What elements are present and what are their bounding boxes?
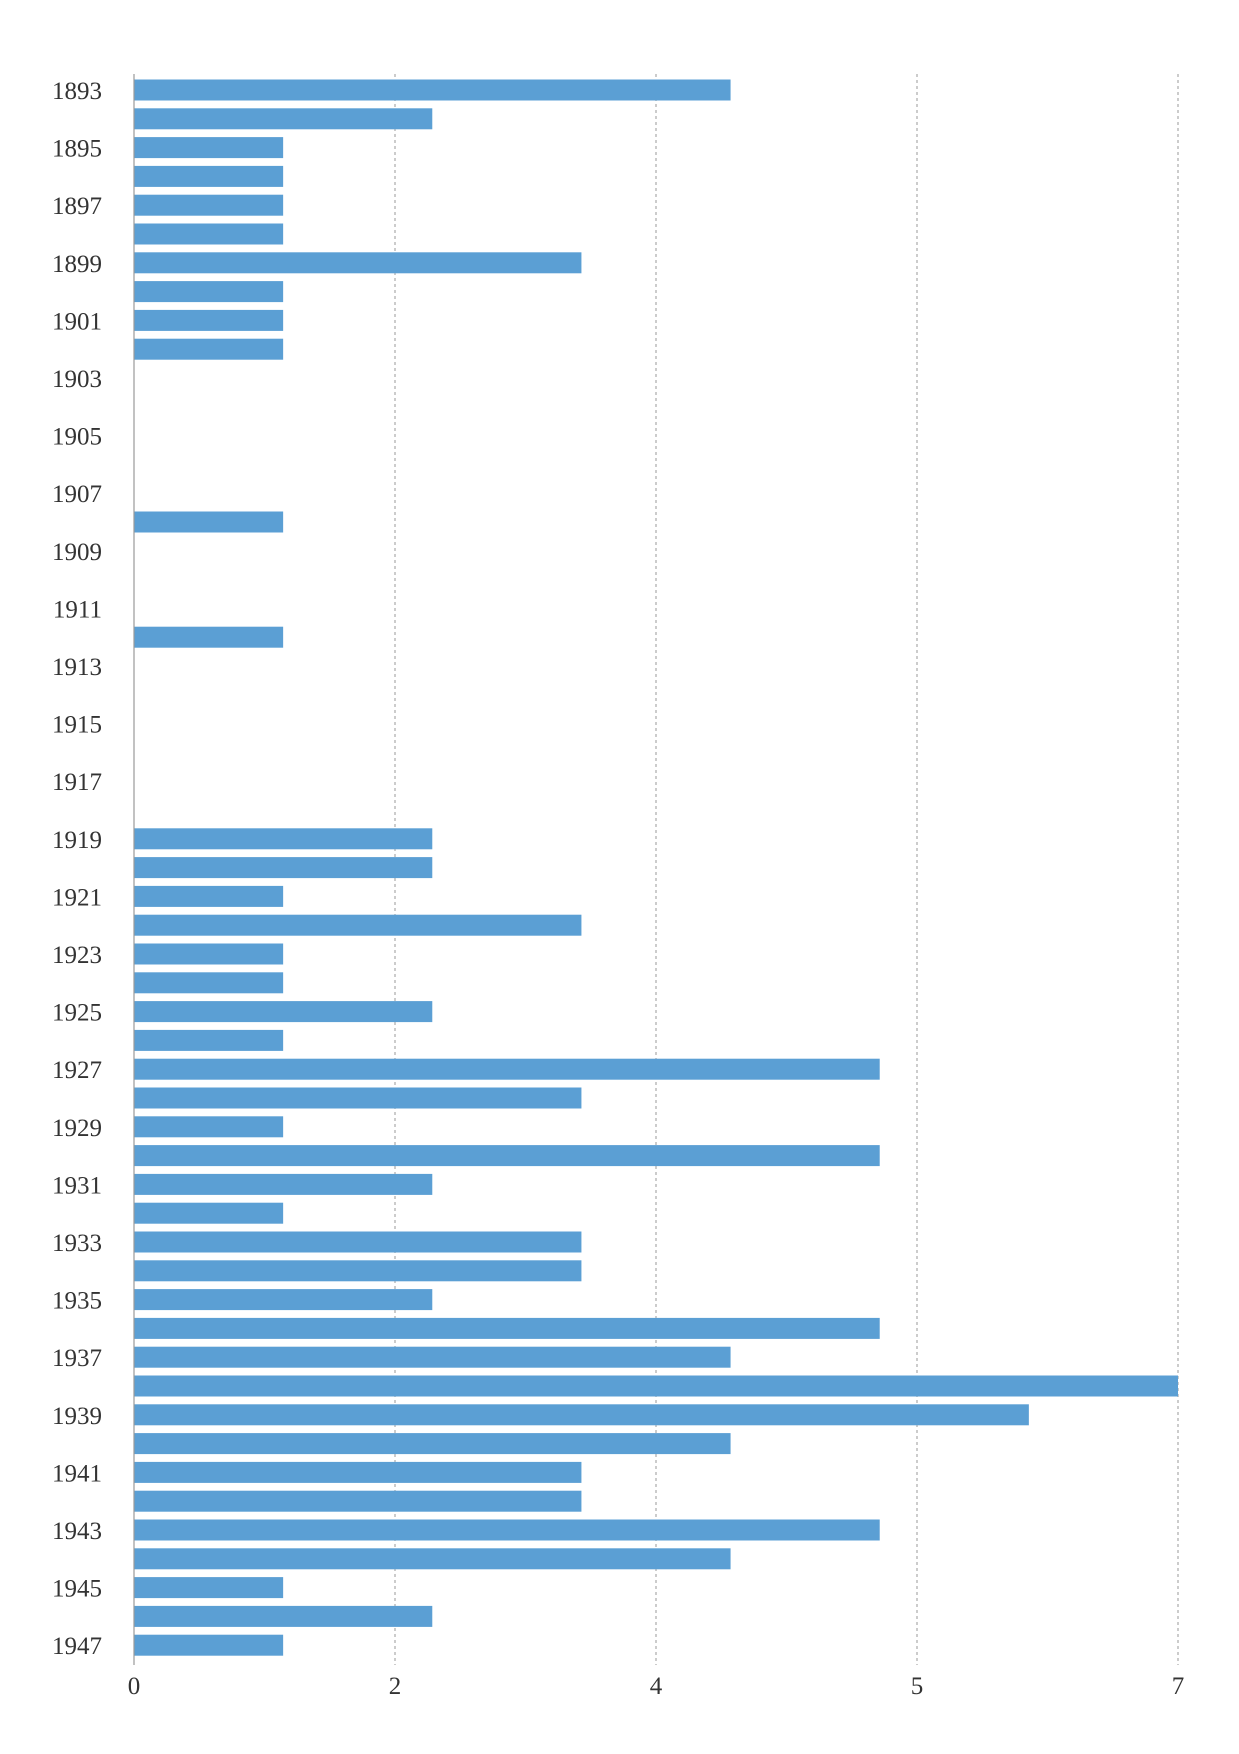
bar-1927: [134, 1058, 880, 1080]
bar-1928: [134, 1087, 582, 1109]
y-tick-label: 1907: [52, 481, 102, 508]
bar-1935: [134, 1289, 433, 1311]
y-tick-label: 1933: [52, 1230, 102, 1257]
bar-1947: [134, 1634, 284, 1656]
bars: [134, 79, 1178, 1656]
bar-1902: [134, 338, 284, 360]
bar-1895: [134, 137, 284, 159]
y-tick-label: 1893: [52, 78, 102, 105]
y-tick-label: 1909: [52, 539, 102, 566]
y-tick-label: 1937: [52, 1345, 102, 1372]
bar-1930: [134, 1145, 880, 1167]
y-tick-label: 1917: [52, 769, 102, 796]
bar-1912: [134, 626, 284, 648]
y-tick-label: 1913: [52, 654, 102, 681]
bar-1945: [134, 1577, 284, 1599]
y-tick-label: 1911: [53, 596, 102, 623]
y-tick-label: 1943: [52, 1518, 102, 1545]
bar-1901: [134, 309, 284, 331]
x-tick-labels: 0 2 4 5 7: [128, 1673, 1185, 1700]
y-tick-label: 1941: [52, 1460, 102, 1487]
x-tick-label: 0: [128, 1673, 141, 1700]
bar-1925: [134, 1001, 433, 1023]
bar-1942: [134, 1490, 582, 1512]
bar-1941: [134, 1461, 582, 1483]
y-tick-label: 1921: [52, 884, 102, 911]
bar-1921: [134, 885, 284, 907]
bar-1926: [134, 1029, 284, 1051]
bar-1929: [134, 1116, 284, 1138]
bar-1898: [134, 223, 284, 245]
x-tick-label: 2: [389, 1673, 402, 1700]
y-tick-label: 1929: [52, 1115, 102, 1142]
bar-1924: [134, 972, 284, 994]
bar-1908: [134, 511, 284, 533]
bar-1946: [134, 1605, 433, 1627]
bar-1896: [134, 165, 284, 187]
bar-1900: [134, 281, 284, 303]
y-tick-label: 1905: [52, 424, 102, 451]
bar-1922: [134, 914, 582, 936]
y-tick-label: 1947: [52, 1633, 102, 1660]
y-tick-label: 1895: [52, 136, 102, 163]
bar-1919: [134, 828, 433, 850]
x-tick-label: 4: [650, 1673, 663, 1700]
bar-1936: [134, 1317, 880, 1339]
y-tick-label: 1897: [52, 193, 102, 220]
y-tick-label: 1931: [52, 1172, 102, 1199]
bar-1937: [134, 1346, 731, 1368]
bar-1934: [134, 1260, 582, 1282]
bar-1894: [134, 108, 433, 130]
y-tick-label: 1899: [52, 251, 102, 278]
bar-1931: [134, 1173, 433, 1195]
grid-lines: [394, 74, 1179, 1665]
bar-1944: [134, 1548, 731, 1570]
x-tick-label: 5: [911, 1673, 924, 1700]
y-tick-label: 1903: [52, 366, 102, 393]
y-tick-label: 1925: [52, 1000, 102, 1027]
bar-1933: [134, 1231, 582, 1253]
x-tick-label: 7: [1172, 1673, 1185, 1700]
y-tick-label: 1919: [52, 827, 102, 854]
y-tick-label: 1935: [52, 1288, 102, 1315]
y-tick-label: 1927: [52, 1057, 102, 1084]
y-tick-label: 1945: [52, 1576, 102, 1603]
bar-1893: [134, 79, 731, 101]
bar-1920: [134, 857, 433, 879]
bar-1923: [134, 943, 284, 965]
y-tick-label: 1915: [52, 712, 102, 739]
y-tick-label: 1939: [52, 1403, 102, 1430]
y-tick-label: 1923: [52, 942, 102, 969]
bar-1899: [134, 252, 582, 274]
bar-1932: [134, 1202, 284, 1224]
y-tick-label: 1901: [52, 308, 102, 335]
bar-1939: [134, 1404, 1029, 1426]
bar-1940: [134, 1433, 731, 1455]
y-tick-labels: 1893 1895 1897 1899 1901 1903 1905 1907 1909 1911…: [52, 78, 102, 1660]
bar-1897: [134, 194, 284, 216]
bar-1943: [134, 1519, 880, 1541]
bar-1938: [134, 1375, 1178, 1397]
